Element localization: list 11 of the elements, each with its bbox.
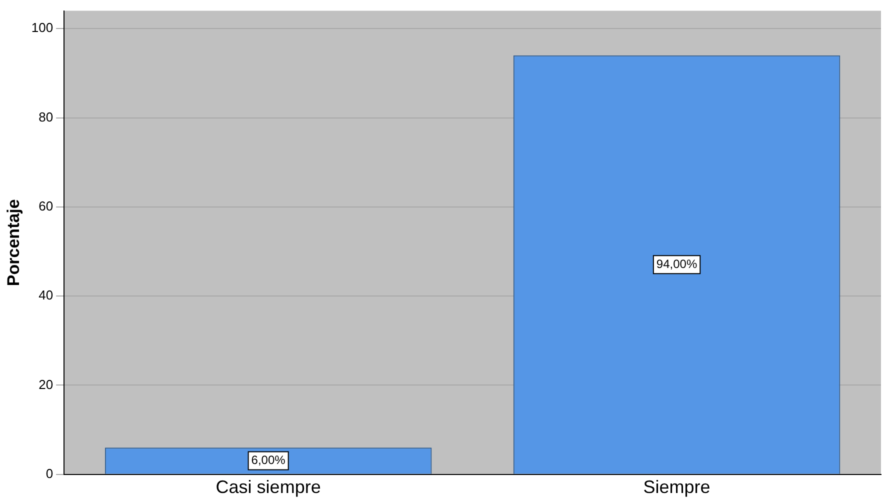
y-tick-label: 20 <box>38 376 54 392</box>
y-tick-label: 0 <box>46 466 54 481</box>
y-axis-title: Porcentaje <box>4 199 23 286</box>
data-label: 94,00% <box>656 256 698 271</box>
y-tick-label: 60 <box>38 198 54 214</box>
data-label: 6,00% <box>251 453 286 468</box>
y-tick-label: 80 <box>38 109 54 124</box>
y-tick-label: 100 <box>31 20 54 36</box>
x-tick-label: Siempre <box>643 477 710 498</box>
y-tick-label: 40 <box>38 288 54 303</box>
x-tick-label: Casi siempre <box>216 477 321 498</box>
